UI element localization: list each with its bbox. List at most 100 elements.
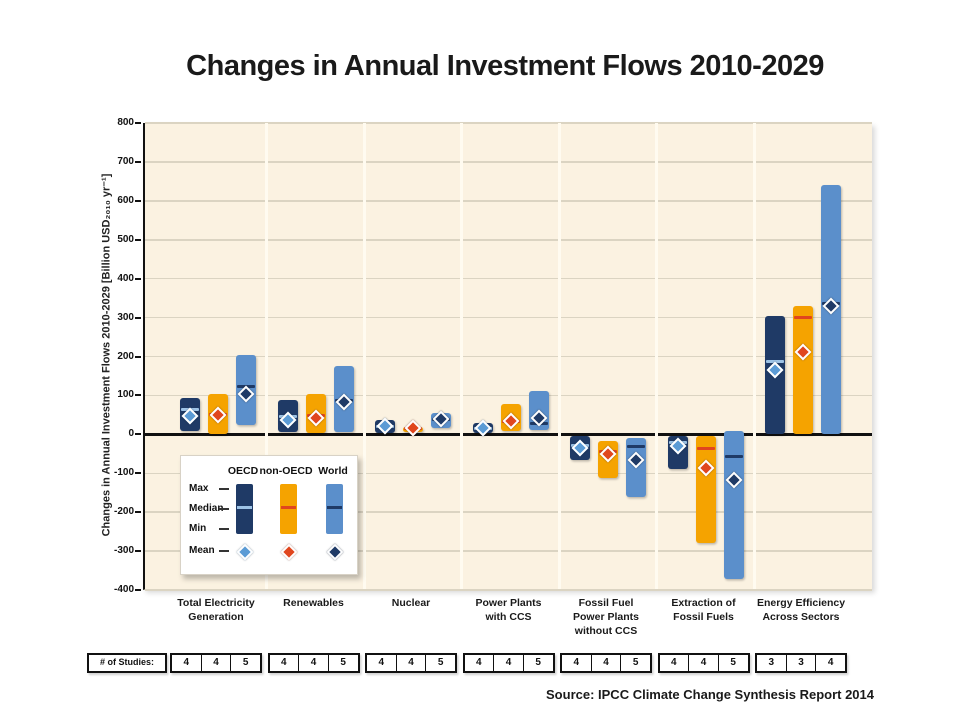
category-label-line: Power Plants (475, 597, 542, 609)
legend-column-nonoecd: non-OECD (259, 465, 313, 477)
gridline-100 (145, 394, 872, 397)
category-label: Energy Efficiency Across Sectors (744, 596, 858, 624)
y-tick-mark (135, 589, 141, 591)
y-tick-label: -300 (113, 545, 134, 557)
legend-nonoecd-median-line (281, 506, 296, 509)
y-tick-mark (135, 550, 141, 553)
category-label-line: Fossil Fuels (673, 611, 734, 623)
range-bar-world (723, 431, 744, 579)
gridline--300 (145, 550, 872, 552)
studies-count-cell: 3 (785, 655, 816, 671)
studies-count-cell: 5 (230, 655, 260, 671)
range-bar-non-oecd (793, 305, 813, 434)
studies-count-cell: 4 (378, 657, 385, 668)
category-label-line: without CCS (574, 625, 638, 637)
studies-count-cell: 4 (200, 655, 231, 671)
category-label-line: Extraction of (671, 597, 736, 609)
category-label-line: Fossil Fuel (578, 597, 634, 609)
gridline-700 (145, 161, 872, 163)
gridline-300 (145, 316, 872, 319)
median-line-non-oecd (794, 316, 812, 320)
studies-count-cell: 4 (815, 655, 845, 671)
legend-box: OECD non-OECD World Max Median Min Mean (180, 455, 358, 575)
category-label-line: Across Sectors (762, 611, 840, 623)
category-label: Total Electricity Generation (159, 596, 273, 624)
y-tick-mark (135, 277, 141, 280)
y-tick-label: 800 (117, 117, 134, 128)
legend-max-dash (219, 488, 229, 490)
y-tick-mark (135, 394, 141, 397)
category-label: Extraction of Fossil Fuels (647, 596, 761, 624)
legend-world-median-line (327, 506, 342, 509)
studies-count-cell: 4 (688, 655, 718, 671)
gridline--200 (145, 511, 872, 513)
y-tick-label: -400 (113, 584, 134, 595)
studies-count-cell: 4 (395, 655, 426, 671)
category-label-line: Renewables (283, 597, 344, 609)
legend-oecd-mean-diamond (236, 543, 254, 561)
y-tick-mark (135, 199, 141, 202)
studies-count-cell: 4 (476, 657, 482, 668)
y-tick-mark (135, 472, 141, 475)
y-tick-mark (135, 160, 141, 163)
legend-min-dash (219, 528, 229, 530)
studies-count-cell: 4 (493, 655, 523, 671)
y-tick-mark (135, 355, 141, 358)
category-label: Nuclear (354, 596, 468, 610)
y-tick-mark (135, 316, 141, 319)
legend-world-mean-diamond (326, 543, 344, 561)
chart-title: Changes in Annual Investment Flows 2010-… (186, 50, 824, 82)
y-tick-label: 700 (117, 155, 134, 167)
legend-row-min: Min (189, 523, 207, 534)
group-separator (460, 123, 464, 589)
y-tick-mark (135, 511, 141, 514)
legend-nonoecd-mean-diamond (280, 543, 298, 561)
studies-row-label: # of Studies: (87, 653, 167, 673)
studies-count-cell: 4 (183, 657, 190, 668)
gridline-500 (145, 239, 872, 241)
zero-line (145, 432, 872, 436)
legend-column-oecd: OECD (227, 465, 259, 477)
gridline-600 (145, 200, 872, 202)
y-axis-title: Changes in Annual Investment Flows 2010-… (100, 173, 113, 537)
group-separator (752, 123, 756, 589)
range-bar-non-oecd (695, 435, 716, 544)
median-line-world (627, 444, 645, 448)
median-line-world (724, 455, 743, 459)
legend-column-world: World (318, 465, 348, 477)
legend-oecd-range-bar (236, 484, 253, 534)
gridline-800 (145, 122, 872, 124)
group-separator (655, 123, 659, 589)
studies-count-cell: 4 (573, 657, 580, 668)
studies-count-cell: 4 (281, 657, 287, 668)
gridline-200 (145, 355, 872, 358)
category-label: Renewables (257, 596, 371, 610)
legend-mean-dash (219, 550, 229, 552)
studies-count-cell: 5 (717, 655, 748, 671)
gridline-400 (145, 277, 872, 280)
group-separator (557, 123, 561, 589)
median-line-non-oecd (696, 446, 715, 450)
studies-count-cell: 4 (671, 657, 677, 668)
group-separator (265, 123, 269, 589)
legend-median-dash (219, 508, 229, 510)
category-label: Power Plants with CCS (452, 596, 566, 624)
legend-row-mean: Mean (189, 545, 215, 556)
y-tick-mark (135, 122, 141, 124)
studies-count-cell: 5 (620, 655, 650, 671)
legend-row-max: Max (189, 483, 209, 494)
category-label-line: Nuclear (391, 597, 431, 609)
category-label-line: with CCS (485, 611, 532, 623)
source-note: Source: IPCC Climate Change Synthesis Re… (546, 687, 874, 702)
legend-world-range-bar (326, 484, 343, 534)
category-label: Fossil Fuel Power Plants without CCS (549, 596, 663, 638)
studies-count-cell: 5 (327, 655, 358, 671)
